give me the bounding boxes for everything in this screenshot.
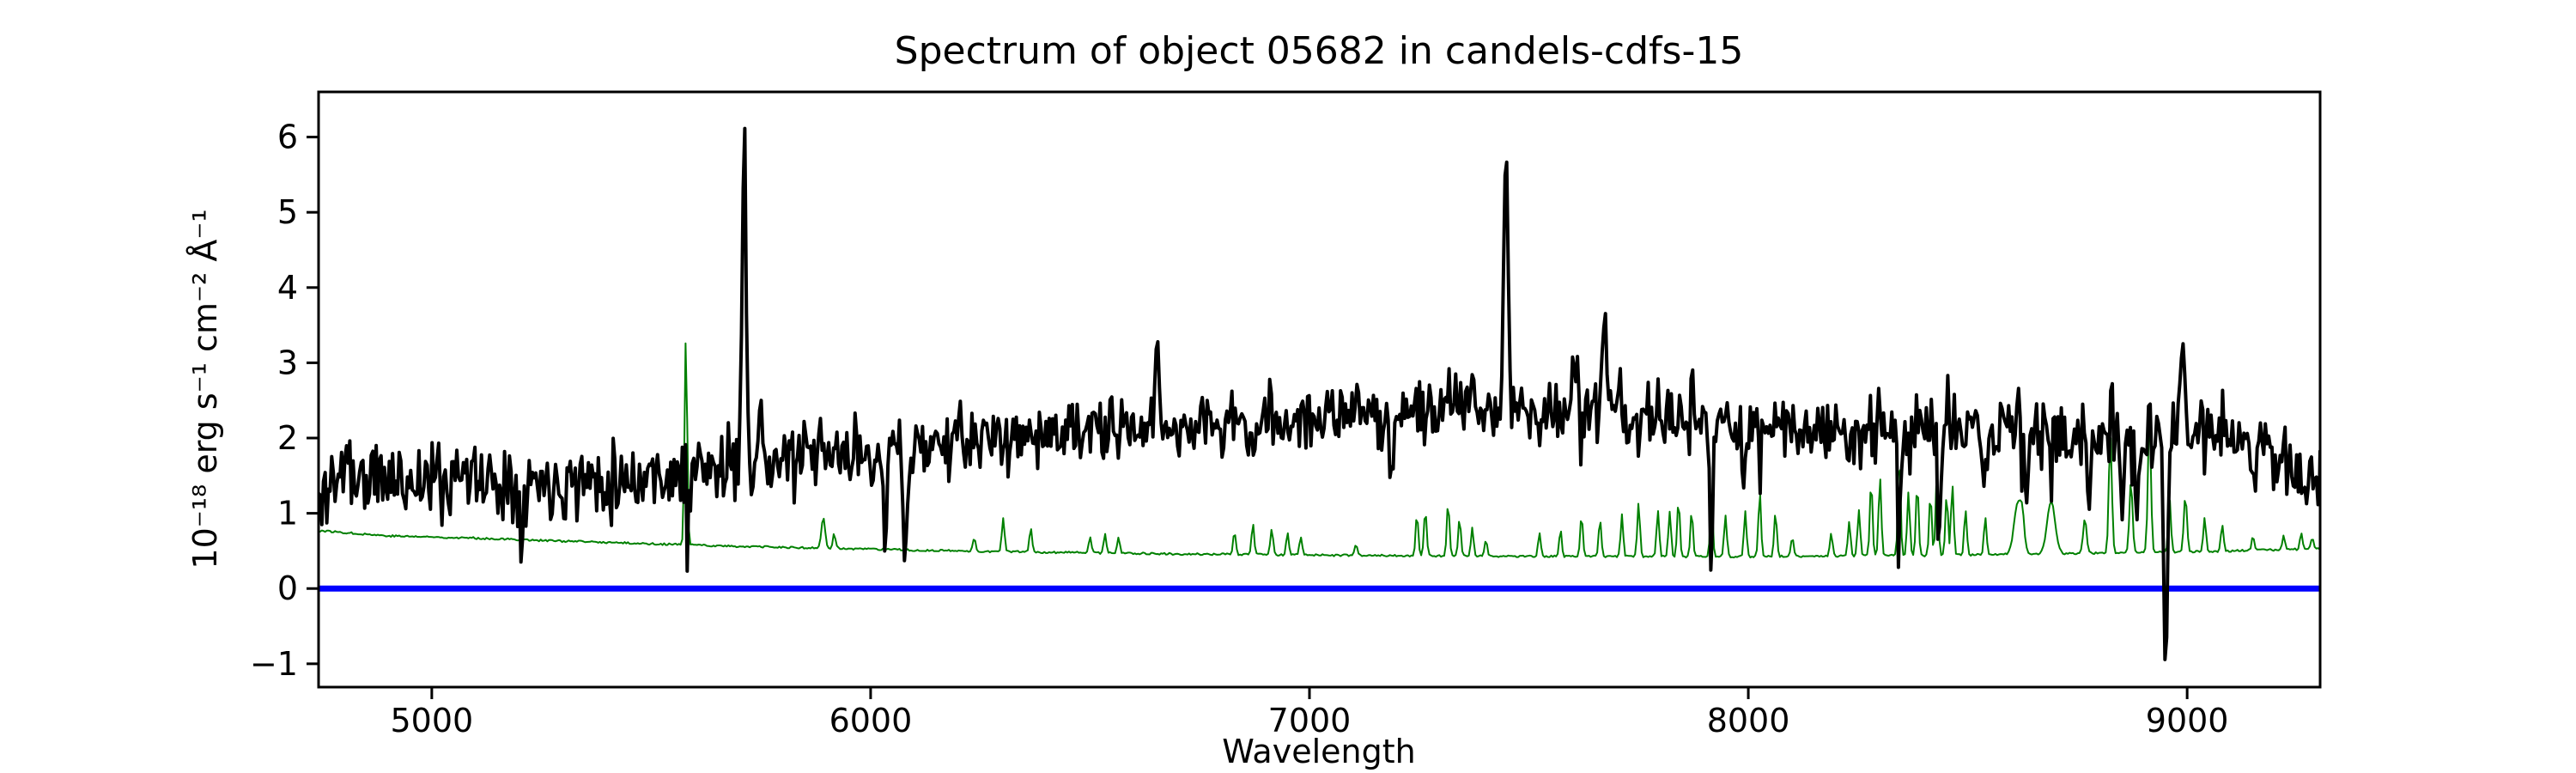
y-axis-label: 10⁻¹⁸ erg s⁻¹ cm⁻² Å⁻¹	[186, 209, 224, 569]
x-tick-label: 9000	[2146, 702, 2229, 740]
x-axis-ticks: 5000 6000 7000 8000 9000	[390, 687, 2229, 740]
error-spectrum-line	[319, 342, 2320, 559]
y-tick-label: 0	[277, 569, 298, 607]
x-tick-label: 8000	[1707, 702, 1790, 740]
y-tick-label: −1	[250, 645, 298, 683]
y-tick-label: 6	[277, 119, 298, 156]
y-tick-label: 1	[277, 495, 298, 533]
y-axis-ticks: −1 0 1 2 3 4 5 6	[250, 119, 319, 683]
x-axis-label: Wavelength	[1222, 733, 1415, 770]
y-tick-label: 2	[277, 419, 298, 457]
plot-border	[317, 90, 2322, 689]
y-tick-label: 5	[277, 193, 298, 231]
y-tick-label: 4	[277, 269, 298, 307]
plot-series	[319, 126, 2320, 661]
flux-spectrum-line	[319, 126, 2320, 661]
x-tick-label: 6000	[829, 702, 913, 740]
chart-title: Spectrum of object 05682 in candels-cdfs…	[895, 29, 1744, 73]
y-tick-label: 3	[277, 344, 298, 381]
x-tick-label: 7000	[1268, 702, 1352, 740]
x-tick-label: 5000	[390, 702, 473, 740]
